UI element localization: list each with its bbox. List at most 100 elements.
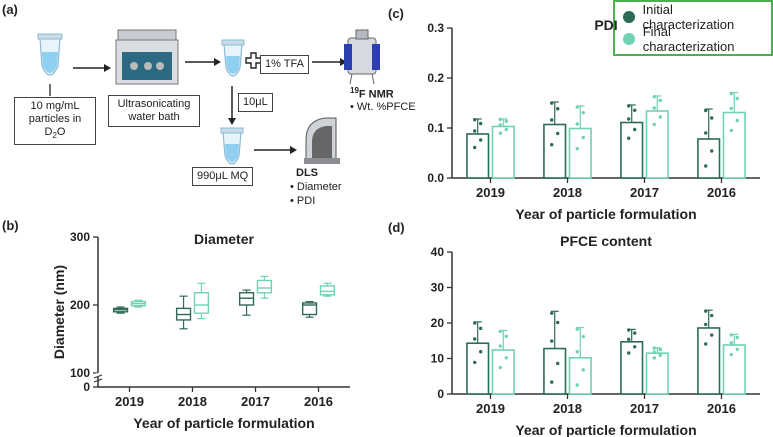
data-point: [498, 344, 502, 348]
ultrasonic-bath-icon: [115, 29, 179, 85]
axis-break-mark: [93, 378, 103, 383]
legend-item-initial: Initial characterization: [623, 2, 763, 32]
bar-2018-final: [568, 356, 592, 395]
y-axis-title: Diameter (nm): [51, 265, 67, 359]
x-tick-label: 2019: [476, 185, 505, 200]
data-point: [575, 147, 579, 151]
bar-2019-initial: [466, 133, 490, 179]
y-tick-label: 0.1: [427, 121, 444, 135]
data-point: [704, 322, 708, 327]
y-tick-label: 0: [437, 387, 444, 401]
x-tick-label: 2016: [304, 394, 333, 409]
bar-2018-final: [568, 127, 592, 179]
panel-d-label: (d): [388, 220, 405, 235]
data-point: [652, 350, 656, 354]
x-tick-label: 2018: [553, 401, 582, 416]
data-point: [479, 350, 483, 354]
arrow-3-head: [340, 58, 347, 66]
bar-2017-final: [645, 352, 669, 395]
data-point: [581, 135, 585, 140]
data-point: [627, 337, 631, 342]
x-axis-title: Year of particle formulation: [515, 422, 696, 437]
data-point: [704, 342, 708, 346]
y-tick-label: 40: [431, 245, 445, 259]
data-point: [504, 334, 508, 339]
data-point: [550, 311, 554, 315]
tube-icon-2: [221, 39, 245, 77]
data-point: [627, 328, 631, 332]
data-point: [710, 116, 714, 120]
data-point: [556, 320, 560, 325]
data-point: [479, 138, 483, 142]
data-point: [627, 117, 631, 121]
y-axis-title: Wt. % PFCE: [420, 283, 421, 362]
data-point: [498, 117, 502, 122]
data-point: [704, 309, 708, 313]
tfa-box: 1% TFA: [260, 55, 309, 74]
arrow-2-head: [214, 58, 221, 66]
dilution-box: 10μL: [238, 93, 273, 112]
x-tick-label: 2017: [241, 394, 270, 409]
data-point: [550, 143, 554, 147]
data-point: [498, 329, 502, 334]
y-tick-label: 0.3: [427, 21, 444, 35]
bar-2019-final: [491, 349, 515, 395]
data-point: [550, 339, 554, 343]
dls-instrument-icon: [304, 117, 340, 164]
data-point: [729, 91, 733, 96]
x-tick-label: 2017: [630, 401, 659, 416]
legend-dot-final: [623, 33, 635, 45]
bar-2018-initial: [543, 123, 567, 179]
bar-2019-final: [491, 125, 515, 179]
bar-2017-initial: [620, 121, 644, 179]
arrow-down-head: [228, 118, 236, 125]
data-point: [735, 347, 739, 351]
x-axis-title: Year of particle formulation: [515, 206, 696, 222]
dls-caption: DLS • Diameter • PDI: [290, 167, 342, 207]
y-tick-label: 0.2: [427, 71, 444, 85]
data-point: [473, 145, 477, 150]
y-tick-label: 30: [431, 281, 445, 295]
sample-concentration: 10 mg/mL: [30, 100, 80, 112]
data-point: [473, 360, 477, 365]
data-point: [575, 105, 579, 109]
bar-2016-final: [722, 111, 746, 179]
bar-2017-final: [645, 110, 669, 179]
y-tick-label: 20: [431, 316, 445, 330]
data-point: [498, 365, 502, 370]
data-point: [652, 106, 656, 110]
data-point: [581, 368, 585, 372]
y-tick-label: 0.0: [427, 171, 444, 185]
y-axis-title: PDI: [420, 91, 421, 114]
arrow-1-head: [104, 64, 111, 72]
data-point: [658, 347, 662, 352]
data-point: [729, 352, 733, 357]
x-tick-label: 2018: [178, 394, 207, 409]
data-point: [710, 313, 714, 318]
pdi-chart: PDI 0.0 0.1 0.2 0.3 2019 2018 2017 2016 Year of p…: [420, 17, 760, 222]
data-point: [479, 326, 483, 331]
data-point: [550, 118, 554, 122]
legend-label-initial: Initial characterization: [642, 2, 735, 32]
data-point: [729, 106, 733, 111]
data-point: [498, 123, 502, 127]
data-point: [658, 353, 662, 358]
data-point: [652, 122, 656, 127]
data-point: [575, 327, 579, 331]
axis-break-mask: [93, 372, 103, 378]
data-point: [504, 356, 508, 360]
x-tick-label: 2016: [707, 185, 736, 200]
data-point: [704, 131, 708, 135]
panel-a-label: (a): [2, 2, 18, 17]
sample-line2: particles in: [28, 113, 82, 125]
x-tick-label: 2018: [553, 185, 582, 200]
data-point: [550, 101, 554, 105]
data-point: [704, 108, 708, 113]
legend-item-final: Final characterization: [623, 24, 763, 54]
data-point: [556, 361, 560, 366]
bar-2017-initial: [620, 341, 644, 395]
data-point: [498, 131, 502, 135]
data-point: [729, 333, 733, 337]
data-point: [658, 98, 662, 103]
